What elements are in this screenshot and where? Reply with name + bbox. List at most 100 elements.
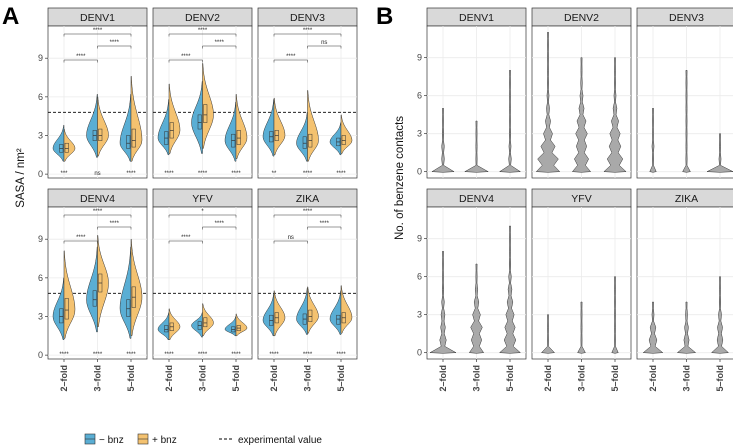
strip-label-denv1: DENV1 (459, 12, 494, 24)
violin-benzene-contacts (706, 133, 733, 173)
x-tick-label: 3–fold (682, 365, 692, 392)
violin-plus-bnz (235, 94, 248, 159)
bracket-label: **** (303, 28, 313, 34)
violin-benzene-contacts (603, 57, 627, 173)
violin-benzene-contacts (682, 70, 691, 173)
x-tick-label: 2–fold (164, 365, 174, 392)
x-tick-label: 2–fold (59, 365, 69, 392)
legend-label-minus-bnz: − bnz (99, 435, 124, 446)
bracket-label: **** (320, 221, 330, 227)
violin-plus-bnz (130, 75, 143, 162)
box-minus-bnz (336, 314, 341, 325)
y-tick-label: 6 (417, 91, 422, 101)
violin-benzene-contacts (498, 70, 522, 173)
y-tick-label: 0 (38, 169, 43, 179)
significance-label: **** (269, 352, 279, 358)
x-tick-label: 5–fold (610, 365, 620, 392)
violin-benzene-contacts (468, 263, 485, 354)
violin-minus-bnz (296, 287, 308, 335)
violin-benzene-contacts (540, 314, 556, 354)
x-tick-label: 2–fold (438, 365, 448, 392)
x-tick-label: 2–fold (543, 365, 553, 392)
violin-plus-bnz (202, 63, 214, 149)
significance-label: **** (336, 171, 346, 177)
violin-benzene-contacts (649, 108, 657, 173)
significance-label: ** (272, 171, 277, 177)
legend: − bnz + bnz experimental value (84, 433, 322, 446)
significance-label: **** (303, 352, 313, 358)
box-minus-bnz (302, 136, 307, 149)
box-plus-bnz (341, 135, 346, 145)
box-plus-bnz (64, 142, 69, 153)
violin-minus-bnz (157, 312, 170, 340)
violin-minus-bnz (52, 277, 65, 340)
violin-benzene-contacts (498, 225, 522, 354)
bracket-label: ns (288, 235, 294, 241)
violin-plus-bnz (97, 235, 109, 328)
bracket-label: **** (93, 209, 103, 215)
violin-minus-bnz (119, 246, 132, 339)
comparison-bracket (168, 59, 203, 63)
violin-benzene-contacts (577, 301, 586, 354)
x-tick-label: 2–fold (648, 365, 658, 392)
y-tick-label: 3 (38, 130, 43, 140)
violin-plus-bnz (63, 250, 76, 339)
significance-label: **** (126, 352, 136, 358)
violin-minus-bnz (86, 246, 98, 333)
significance-label: **** (231, 352, 241, 358)
significance-label: **** (59, 352, 69, 358)
box-minus-bnz (164, 325, 169, 333)
violin-minus-bnz (86, 94, 98, 158)
y-tick-label: 9 (38, 53, 43, 63)
violin-benzene-contacts (571, 57, 592, 173)
bracket-label: **** (93, 28, 103, 34)
strip-label-denv2: DENV2 (185, 12, 220, 24)
violin-plus-bnz (340, 285, 353, 334)
x-tick-label: 3–fold (472, 365, 482, 392)
violin-plus-bnz (97, 96, 109, 157)
bracket-label: **** (181, 235, 191, 241)
y-tick-label: 3 (417, 129, 422, 139)
significance-label: **** (336, 352, 346, 358)
comparison-bracket (273, 59, 308, 63)
comparison-bracket (63, 214, 132, 218)
x-tick-label: 5–fold (505, 365, 515, 392)
violin-minus-bnz (119, 94, 132, 162)
violin-minus-bnz (262, 293, 275, 337)
legend-label-plus-bnz: + bnz (152, 435, 177, 446)
box-minus-bnz (197, 114, 202, 130)
x-tick-label: 3–fold (577, 365, 587, 392)
violin-minus-bnz (191, 312, 203, 338)
comparison-bracket (63, 59, 98, 63)
comparison-bracket (97, 45, 132, 49)
box-plus-bnz (203, 104, 208, 123)
violin-plus-bnz (273, 290, 286, 337)
bracket-label: **** (110, 40, 120, 46)
x-tick-label: 5–fold (126, 365, 136, 392)
violin-plus-bnz (202, 303, 214, 337)
significance-label: **** (93, 352, 103, 358)
strip-label-zika: ZIKA (296, 193, 319, 205)
violin-benzene-contacts (431, 108, 455, 173)
violin-plus-bnz (130, 238, 143, 337)
panel-letter-a: A (2, 3, 19, 30)
significance-label: **** (303, 171, 313, 177)
violin-minus-bnz (224, 316, 237, 337)
strip-label-yfv: YFV (571, 193, 591, 205)
y-tick-label: 6 (417, 272, 422, 282)
box-minus-bnz (92, 290, 97, 307)
comparison-bracket (273, 214, 342, 218)
significance-label: *** (60, 171, 68, 177)
y-tick-label: 0 (38, 350, 43, 360)
y-tick-label: 9 (38, 234, 43, 244)
violin-benzene-contacts (676, 301, 697, 354)
legend-label-experimental: experimental value (238, 435, 322, 446)
box-plus-bnz (308, 309, 313, 322)
comparison-bracket (168, 33, 237, 37)
comparison-bracket (273, 33, 342, 37)
violin-plus-bnz (168, 83, 181, 154)
bracket-label: **** (181, 54, 191, 60)
bracket-label: **** (215, 221, 225, 227)
y-tick-label: 0 (417, 348, 422, 358)
panel-b: DENV1 0 3 6 9 DENV2 DENV3 DENV4 0 3 6 9 2–fold 3–fold… (417, 7, 733, 392)
